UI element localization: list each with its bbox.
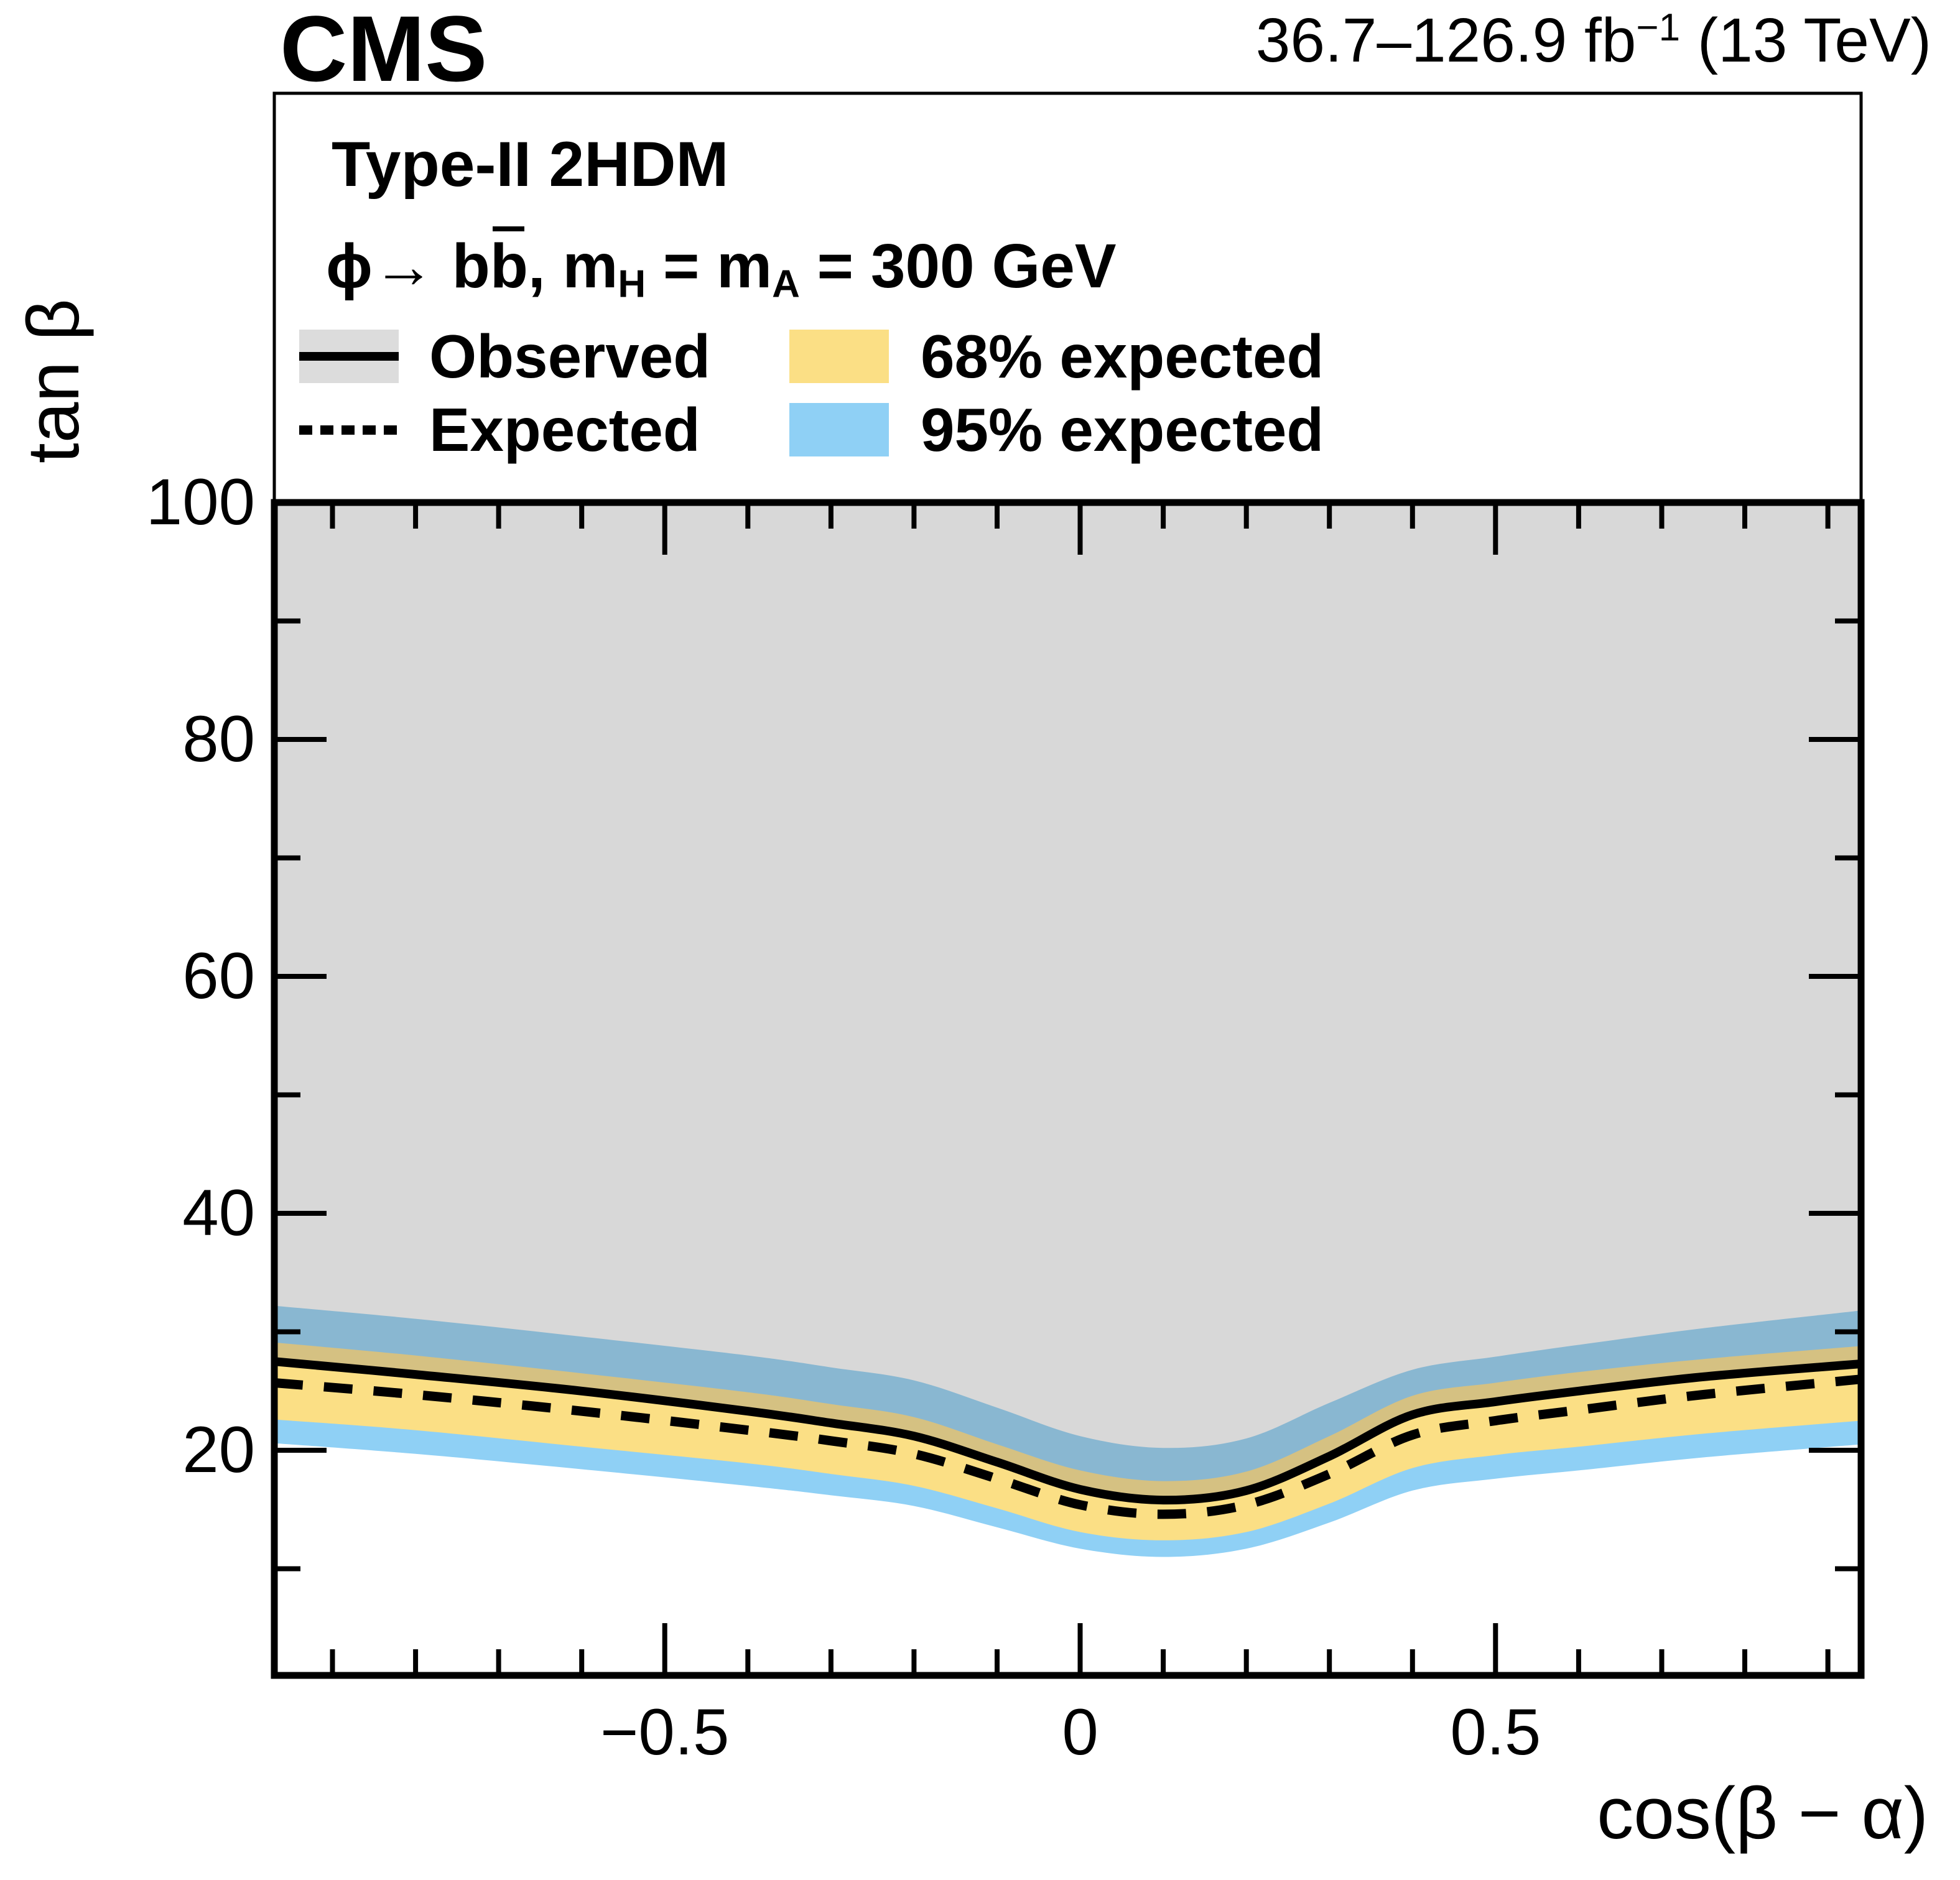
- legend-entry-observed: Observed: [429, 322, 711, 391]
- band-95-expected: [274, 1305, 1861, 1557]
- legend-observed-swatch: [299, 330, 399, 383]
- luminosity-exponent: −1: [1636, 6, 1681, 49]
- legend-expected-dashes: [299, 425, 399, 435]
- x-axis-title: cos(β − α): [1597, 1772, 1928, 1855]
- process-bbar: b: [490, 226, 528, 303]
- legend-expected-swatch: [299, 403, 399, 456]
- y-tick-label: 80: [182, 703, 255, 776]
- luminosity-text: 36.7–126.9 fb: [1255, 6, 1637, 76]
- process-eq: = m: [646, 231, 773, 301]
- y-axis-title: tan β: [12, 299, 95, 463]
- process-sub-a: A: [772, 262, 800, 306]
- plot-frame: [271, 499, 1865, 1679]
- y-tick-label: 100: [146, 466, 255, 539]
- band-68-expected: [274, 1342, 1861, 1540]
- x-tick-label: −0.5: [600, 1696, 730, 1769]
- y-tick-label: 60: [182, 940, 255, 1013]
- x-tick-label: 0.5: [1450, 1696, 1541, 1769]
- y-tick-label: 40: [182, 1177, 255, 1250]
- process-pre: ϕ→ b: [326, 231, 490, 301]
- observed-curve: [274, 1357, 1862, 1505]
- legend-entry-expected: Expected: [429, 396, 700, 464]
- process-tail: = 300 GeV: [799, 231, 1117, 301]
- process-label: ϕ→ bb, mH = mA = 300 GeV: [326, 226, 1117, 308]
- experiment-logo: CMS: [280, 0, 488, 101]
- observed-excluded-region: [274, 502, 1861, 1501]
- luminosity-suffix: (13 TeV): [1680, 6, 1931, 76]
- legend-entry-95-expected: 95% expected: [921, 396, 1324, 464]
- process-mid: , m: [527, 231, 618, 301]
- x-tick-label: 0: [1062, 1696, 1098, 1769]
- legend-entry-68-expected: 68% expected: [921, 322, 1324, 391]
- legend-observed-line: [299, 352, 399, 361]
- legend-68-swatch: [789, 330, 889, 383]
- legend-95-swatch: [789, 403, 889, 456]
- expected-curve: [274, 1374, 1862, 1519]
- luminosity-label: 36.7–126.9 fb−1 (13 TeV): [1256, 7, 1931, 73]
- legend-title: Type-II 2HDM: [332, 129, 729, 200]
- axis-ticks: [274, 500, 1861, 1675]
- y-tick-label: 20: [182, 1414, 255, 1487]
- process-sub-h: H: [618, 262, 646, 306]
